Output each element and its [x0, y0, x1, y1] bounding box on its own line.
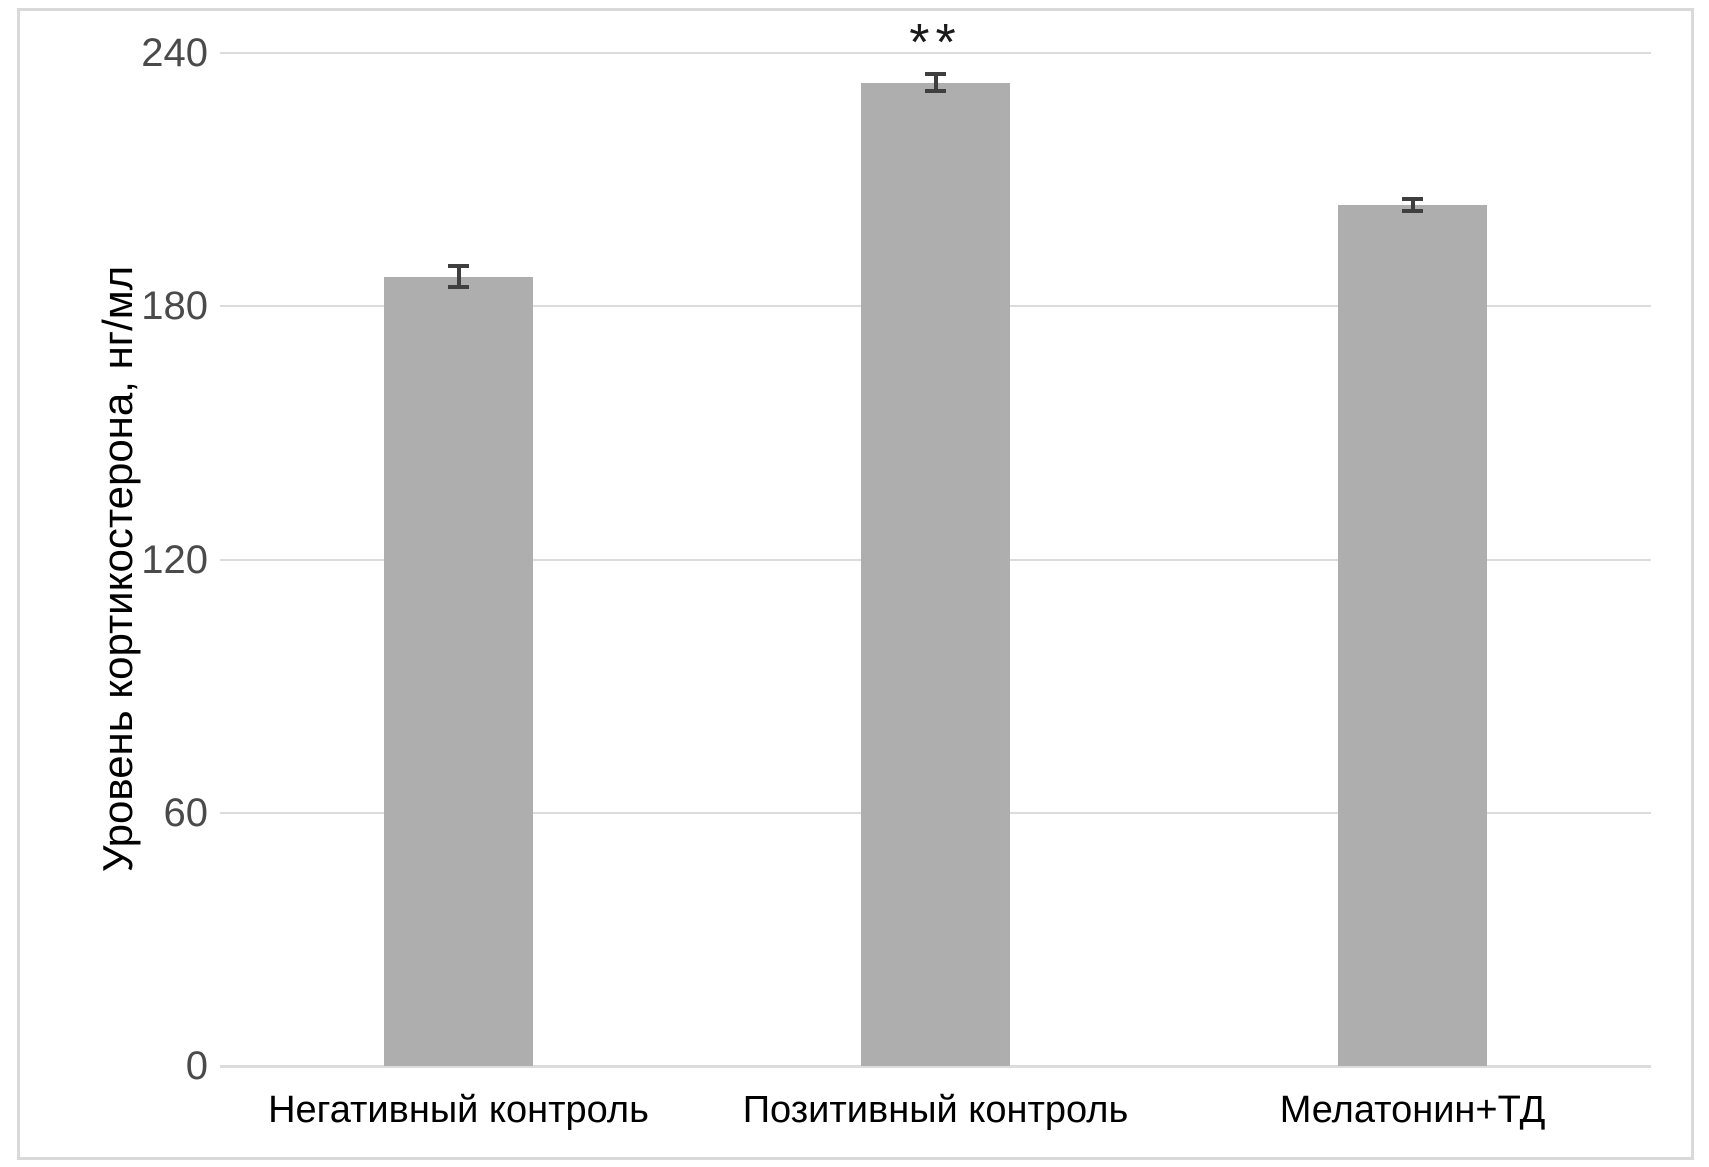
bar-0 — [384, 276, 533, 1066]
y-tick-label-120: 120 — [141, 537, 208, 582]
error-bar-1 — [933, 71, 938, 94]
bar-1 — [861, 82, 1010, 1066]
error-bar-0 — [456, 264, 461, 290]
error-bar-top-cap-0 — [448, 264, 469, 269]
category-label-1: Позитивный контроль — [742, 1089, 1129, 1131]
category-label-2: Мелатонин+ТД — [1279, 1089, 1546, 1131]
error-bar-top-cap-2 — [1402, 196, 1423, 201]
error-bar-bottom-cap-0 — [448, 285, 469, 290]
y-tick-label-0: 0 — [185, 1044, 208, 1088]
error-bar-2 — [1410, 196, 1415, 214]
y-tick-label-180: 180 — [141, 284, 208, 329]
chart-frame: Уровень кортикостерона, нг/мл 0 60 120 180 2… — [17, 8, 1694, 1160]
category-label-0: Негативный контроль — [268, 1089, 649, 1131]
bar-2 — [1338, 204, 1487, 1066]
significance-annotation-0: ** — [909, 14, 962, 72]
error-bar-bottom-cap-2 — [1402, 209, 1423, 214]
gridline-0 — [220, 1065, 1651, 1068]
y-tick-label-240: 240 — [141, 31, 208, 75]
error-bar-top-cap-1 — [925, 71, 946, 76]
y-tick-label-60: 60 — [163, 790, 209, 835]
error-bar-bottom-cap-1 — [925, 89, 946, 94]
gridline-240 — [220, 52, 1651, 54]
